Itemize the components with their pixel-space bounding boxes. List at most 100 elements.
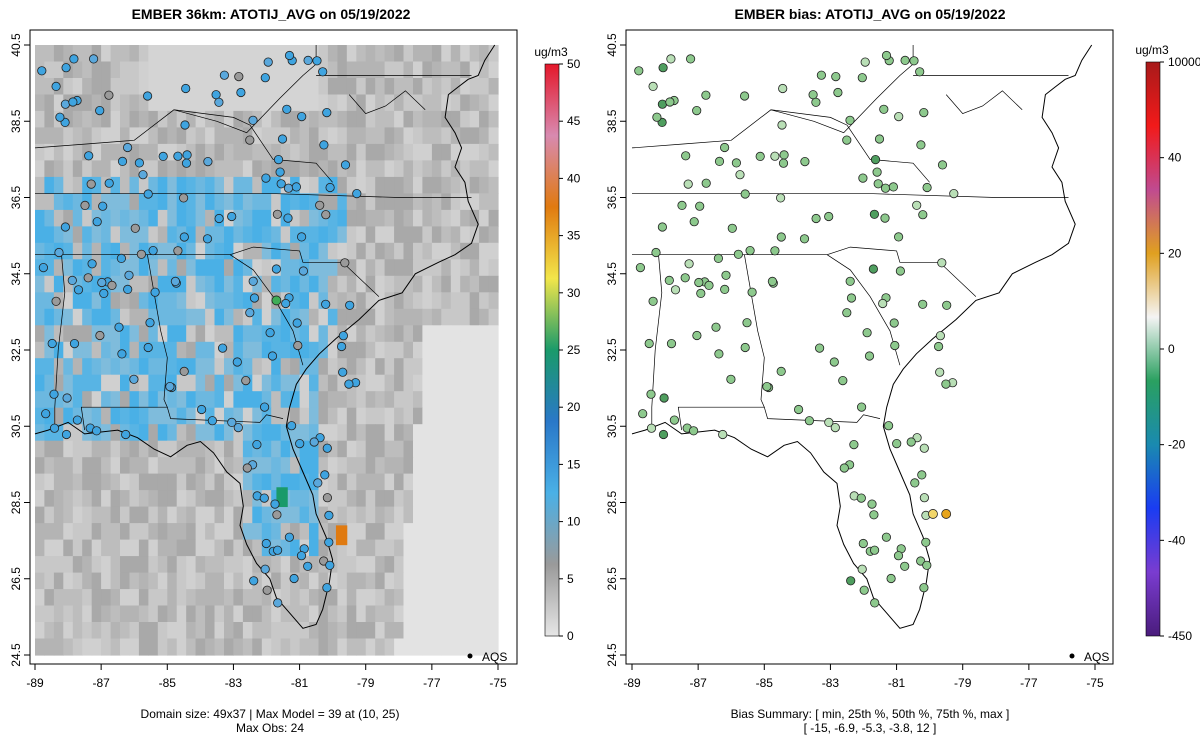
grid-cell	[214, 572, 225, 590]
grid-cell	[469, 556, 480, 574]
grid-cell	[167, 605, 178, 623]
grid-cell	[224, 78, 234, 96]
grid-cell	[271, 226, 282, 244]
grid-cell	[460, 407, 471, 425]
site-point	[888, 182, 899, 192]
grid-cell	[120, 638, 130, 656]
grid-cell	[290, 275, 301, 293]
site-point	[799, 234, 810, 244]
grid-cell	[205, 308, 216, 326]
grid-cell	[186, 572, 197, 590]
grid-cell	[157, 622, 168, 640]
grid-cell	[167, 143, 178, 161]
grid-cell	[450, 259, 461, 277]
grid-cell	[53, 523, 64, 541]
grid-cell	[176, 424, 187, 442]
grid-cell	[450, 242, 461, 260]
grid-cell	[479, 556, 490, 574]
grid-cell	[309, 209, 319, 227]
grid-cell	[488, 308, 499, 326]
grid-cell	[205, 61, 216, 79]
grid-cell	[337, 622, 348, 640]
grid-cell	[365, 176, 376, 194]
grid-cell	[186, 94, 197, 112]
grid-cell	[469, 506, 480, 524]
grid-cell	[469, 275, 480, 293]
grid-cell	[309, 605, 319, 623]
site-point	[265, 328, 275, 338]
grid-cell	[233, 523, 244, 541]
grid-cell	[431, 572, 442, 590]
grid-cell	[176, 407, 187, 425]
grid-cell	[327, 259, 338, 277]
grid-cell	[148, 374, 159, 392]
grid-cell	[375, 490, 386, 508]
site-point	[321, 299, 331, 309]
grid-cell	[148, 622, 159, 640]
grid-cell	[214, 622, 225, 640]
grid-cell	[205, 490, 216, 508]
grid-cell	[488, 407, 499, 425]
grid-cell	[337, 209, 348, 227]
grid-cell	[242, 440, 253, 458]
grid-cell	[441, 622, 452, 640]
grid-cell	[356, 160, 367, 178]
grid-cell	[346, 556, 357, 574]
grid-cell	[403, 259, 414, 277]
grid-cell	[252, 61, 263, 79]
grid-cell	[422, 506, 433, 524]
grid-cell	[44, 424, 55, 442]
grid-cell	[488, 176, 499, 194]
grid-cell	[318, 160, 329, 178]
site-point	[55, 112, 65, 122]
grid-cell	[375, 556, 386, 574]
grid-cell	[450, 523, 461, 541]
grid-cell	[469, 292, 480, 310]
grid-cell	[110, 94, 121, 112]
grid-cell	[469, 209, 480, 227]
grid-cell	[53, 605, 64, 623]
site-point	[60, 99, 71, 109]
site-point	[325, 182, 335, 193]
grid-cell	[44, 110, 55, 128]
site-point	[677, 200, 687, 210]
grid-cell	[365, 506, 376, 524]
grid-cell	[167, 78, 178, 96]
grid-cell	[384, 45, 395, 63]
grid-cell	[214, 78, 225, 96]
grid-cell	[186, 407, 197, 425]
grid-cell	[148, 209, 159, 227]
grid-cell	[195, 308, 206, 326]
grid-cell	[224, 490, 234, 508]
grid-cell	[309, 259, 319, 277]
grid-cell	[176, 325, 187, 343]
grid-cell	[299, 490, 310, 508]
grid-cell	[129, 638, 140, 656]
grid-cell	[309, 457, 319, 475]
grid-cell	[327, 589, 338, 607]
grid-cell	[450, 556, 461, 574]
grid-cell	[242, 572, 253, 590]
grid-cell	[280, 572, 291, 590]
grid-cell	[35, 374, 45, 392]
site-point	[919, 583, 929, 593]
grid-cell	[403, 440, 414, 458]
site-point	[283, 183, 294, 193]
grid-cell	[35, 341, 45, 359]
grid-cell	[176, 506, 187, 524]
grid-cell	[63, 45, 74, 63]
grid-cell	[441, 539, 452, 557]
grid-cell	[441, 424, 452, 442]
grid-cell	[441, 45, 452, 63]
grid-cell	[271, 473, 282, 491]
grid-cell	[460, 506, 471, 524]
site-point	[881, 532, 892, 542]
site-point	[182, 150, 192, 160]
site-point	[181, 158, 192, 168]
grid-cell	[53, 160, 64, 178]
grid-cell	[460, 275, 471, 293]
grid-cell	[394, 160, 405, 178]
site-point	[321, 210, 331, 220]
grid-cell	[44, 78, 55, 96]
grid-cell	[327, 292, 338, 310]
